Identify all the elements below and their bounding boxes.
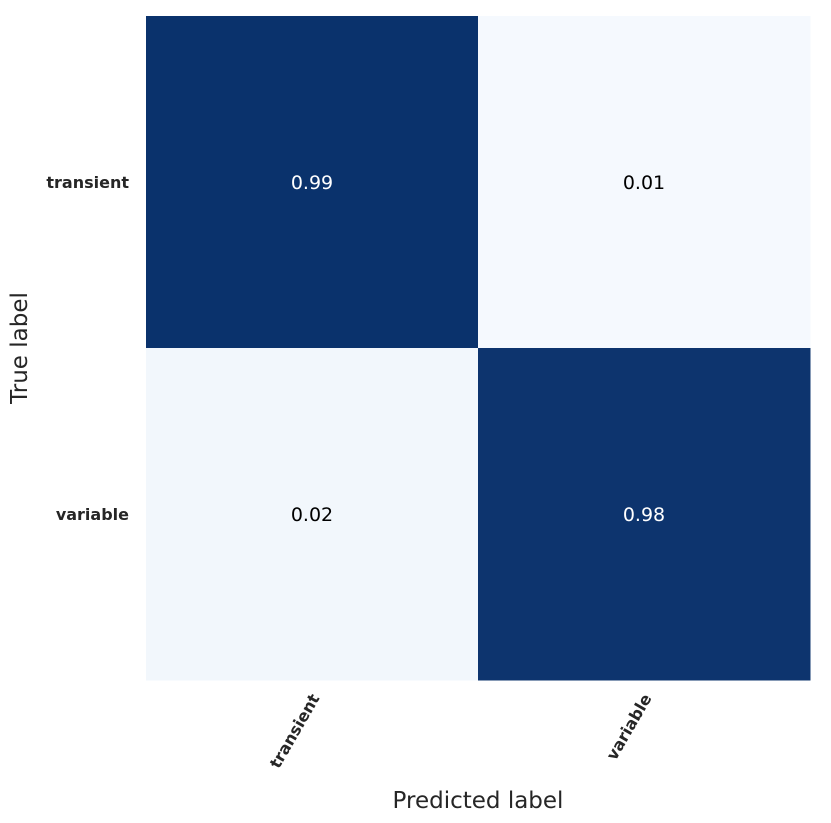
y-tick-labels: transient variable [46,173,129,524]
heatmap-cell-transient-variable [478,16,811,349]
cell-value-label-transient-variable: 0.01 [623,172,665,194]
heatmap-cell-labels: 0.99 0.01 0.02 0.98 [291,172,665,526]
x-tick-label-variable: variable [602,690,655,763]
heatmap-cell-variable-transient [146,348,479,681]
heatmap-cell-transient-transient [146,16,479,349]
cell-value-label-transient-transient: 0.99 [291,172,333,194]
heatmap-cells [146,16,811,681]
y-axis-label: True label [7,292,33,405]
cell-value-label-variable-transient: 0.02 [291,504,333,526]
x-tick-labels: transient variable [266,690,656,771]
cell-value-label-variable-variable: 0.98 [623,504,665,526]
x-axis-label: Predicted label [393,788,564,814]
y-tick-label-variable: variable [56,505,129,524]
heatmap-cell-variable-variable [478,348,811,681]
y-tick-label-transient: transient [46,173,129,192]
x-tick-label-transient: transient [266,690,324,771]
